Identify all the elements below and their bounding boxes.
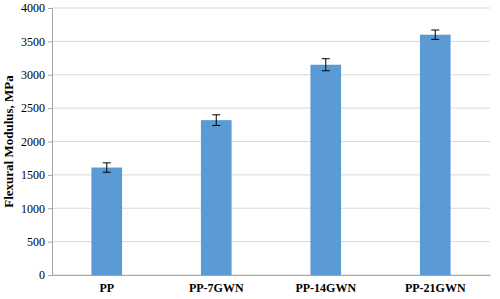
y-tick-mark — [48, 41, 52, 42]
y-axis: 0 500 1000 1500 2000 2500 3000 3500 4000 — [21, 1, 53, 282]
error-cap — [322, 58, 330, 59]
x-tick: PP-14GWN — [295, 275, 356, 295]
y-tick-label: 4000 — [21, 1, 45, 15]
y-tick-mark — [48, 208, 52, 209]
bar — [91, 168, 122, 275]
error-cap — [212, 114, 220, 115]
y-tick-mark — [48, 175, 52, 176]
bar — [201, 120, 232, 275]
y-tick: 500 — [27, 235, 52, 249]
y-tick: 2000 — [21, 135, 52, 149]
bars — [91, 30, 450, 275]
y-tick: 1500 — [21, 168, 52, 182]
error-cap — [322, 70, 330, 71]
x-tick-label: PP-14GWN — [295, 281, 356, 295]
x-tick-label: PP-7GWN — [189, 281, 244, 295]
y-tick-mark — [48, 108, 52, 109]
y-tick-mark — [48, 142, 52, 143]
x-tick: PP — [99, 275, 114, 295]
chart-svg: 0 500 1000 1500 2000 2500 3000 3500 4000 PP PP-7GW… — [0, 0, 500, 299]
x-tick-label: PP — [99, 281, 114, 295]
error-stem — [435, 30, 436, 39]
y-tick: 3000 — [21, 68, 52, 82]
x-axis: PP PP-7GWN PP-14GWN PP-21GWN — [53, 275, 491, 295]
chart-container: 0 500 1000 1500 2000 2500 3000 3500 4000 PP PP-7GW… — [0, 0, 500, 299]
y-tick: 2500 — [21, 101, 52, 115]
y-tick-label: 2500 — [21, 101, 45, 115]
x-tick: PP-21GWN — [405, 275, 466, 295]
y-tick: 1000 — [21, 202, 52, 216]
plot-area: 0 500 1000 1500 2000 2500 3000 3500 4000 PP PP-7GW… — [21, 1, 491, 294]
x-tick: PP-7GWN — [189, 275, 244, 295]
error-cap — [431, 39, 439, 40]
y-tick: 3500 — [21, 35, 52, 49]
error-bar — [322, 59, 330, 71]
grid — [52, 8, 490, 275]
grid-line — [52, 8, 490, 9]
y-tick: 0 — [39, 268, 52, 282]
error-cap — [212, 125, 220, 126]
y-tick-label: 500 — [27, 235, 45, 249]
y-tick-mark — [48, 275, 52, 276]
y-tick-mark — [48, 8, 52, 9]
error-stem — [325, 59, 326, 71]
y-tick: 4000 — [21, 1, 52, 15]
y-tick-label: 3500 — [21, 35, 45, 49]
error-bar — [103, 163, 111, 172]
y-tick-label: 1500 — [21, 168, 45, 182]
bar — [420, 35, 451, 275]
y-tick-label: 0 — [39, 268, 45, 282]
x-axis-line — [53, 275, 491, 276]
bar — [310, 65, 341, 275]
y-tick-mark — [48, 75, 52, 76]
x-tick-label: PP-21GWN — [405, 281, 466, 295]
error-cap — [103, 162, 111, 163]
error-bar — [431, 30, 439, 39]
y-tick-label: 2000 — [21, 135, 45, 149]
y-axis-line — [48, 9, 53, 276]
y-tick-label: 1000 — [21, 202, 45, 216]
error-stem — [216, 115, 217, 126]
error-bar — [212, 115, 220, 126]
error-stem — [106, 163, 107, 172]
error-cap — [103, 172, 111, 173]
y-axis-title: Flexural Modulus, MPa — [1, 75, 16, 208]
y-tick-mark — [48, 242, 52, 243]
error-cap — [431, 30, 439, 31]
y-tick-label: 3000 — [21, 68, 45, 82]
